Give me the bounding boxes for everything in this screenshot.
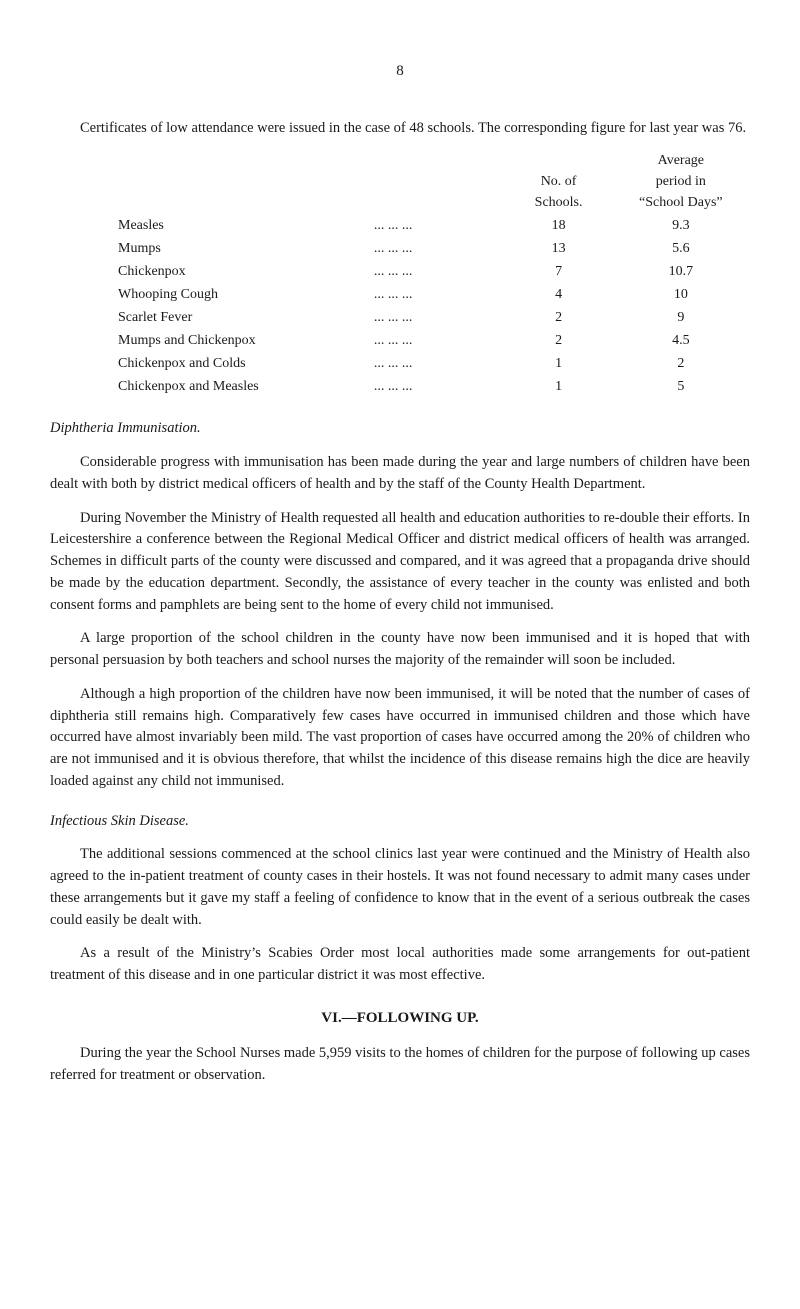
table-row: Mumps and Chickenpox... ... ...24.5 [110, 329, 750, 352]
row-schools: 2 [506, 306, 612, 329]
row-label: Mumps [110, 237, 366, 260]
row-schools: 1 [506, 375, 612, 398]
row-label: Whooping Cough [110, 283, 366, 306]
row-dots: ... ... ... [366, 214, 506, 237]
skin-disease-p2: As a result of the Ministry’s Scabies Or… [50, 943, 750, 987]
row-schools: 13 [506, 237, 612, 260]
row-avg: 2 [612, 352, 750, 375]
table-row: Whooping Cough... ... ...410 [110, 283, 750, 306]
row-dots: ... ... ... [366, 375, 506, 398]
row-dots: ... ... ... [366, 237, 506, 260]
table-row: Chickenpox and Colds... ... ...12 [110, 352, 750, 375]
diphtheria-p2: During November the Ministry of Health r… [50, 508, 750, 617]
row-schools: 1 [506, 352, 612, 375]
table-row: Mumps... ... ...135.6 [110, 237, 750, 260]
row-dots: ... ... ... [366, 352, 506, 375]
table-row: Chickenpox and Measles... ... ...15 [110, 375, 750, 398]
row-dots: ... ... ... [366, 260, 506, 283]
row-avg: 4.5 [612, 329, 750, 352]
table-row: Measles... ... ...189.3 [110, 214, 750, 237]
row-dots: ... ... ... [366, 283, 506, 306]
intro-paragraph: Certificates of low attendance were issu… [50, 118, 750, 140]
skin-disease-p1: The additional sessions commenced at the… [50, 844, 750, 931]
row-dots: ... ... ... [366, 306, 506, 329]
row-dots: ... ... ... [366, 329, 506, 352]
attendance-table: No. of Schools. Average period in “Schoo… [50, 149, 750, 398]
row-schools: 2 [506, 329, 612, 352]
row-label: Scarlet Fever [110, 306, 366, 329]
row-avg: 10.7 [612, 260, 750, 283]
table-row: Scarlet Fever... ... ...29 [110, 306, 750, 329]
diphtheria-p1: Considerable progress with immunisation … [50, 452, 750, 496]
section-heading-vi: VI.—FOLLOWING UP. [50, 1007, 750, 1030]
row-avg: 9 [612, 306, 750, 329]
page-number: 8 [50, 60, 750, 83]
row-schools: 18 [506, 214, 612, 237]
row-avg: 5.6 [612, 237, 750, 260]
row-schools: 7 [506, 260, 612, 283]
row-avg: 9.3 [612, 214, 750, 237]
row-label: Chickenpox and Measles [110, 375, 366, 398]
final-paragraph: During the year the School Nurses made 5… [50, 1043, 750, 1087]
row-avg: 5 [612, 375, 750, 398]
diphtheria-title: Diphtheria Immunisation. [50, 418, 750, 440]
row-label: Measles [110, 214, 366, 237]
col-header-schools: No. of Schools. [506, 149, 612, 214]
row-label: Mumps and Chickenpox [110, 329, 366, 352]
row-label: Chickenpox and Colds [110, 352, 366, 375]
skin-disease-title: Infectious Skin Disease. [50, 811, 750, 833]
row-schools: 4 [506, 283, 612, 306]
row-label: Chickenpox [110, 260, 366, 283]
diphtheria-p3: A large proportion of the school childre… [50, 628, 750, 672]
row-avg: 10 [612, 283, 750, 306]
col-header-avg: Average period in “School Days” [612, 149, 750, 214]
diphtheria-p4: Although a high proportion of the childr… [50, 684, 750, 793]
table-row: Chickenpox... ... ...710.7 [110, 260, 750, 283]
